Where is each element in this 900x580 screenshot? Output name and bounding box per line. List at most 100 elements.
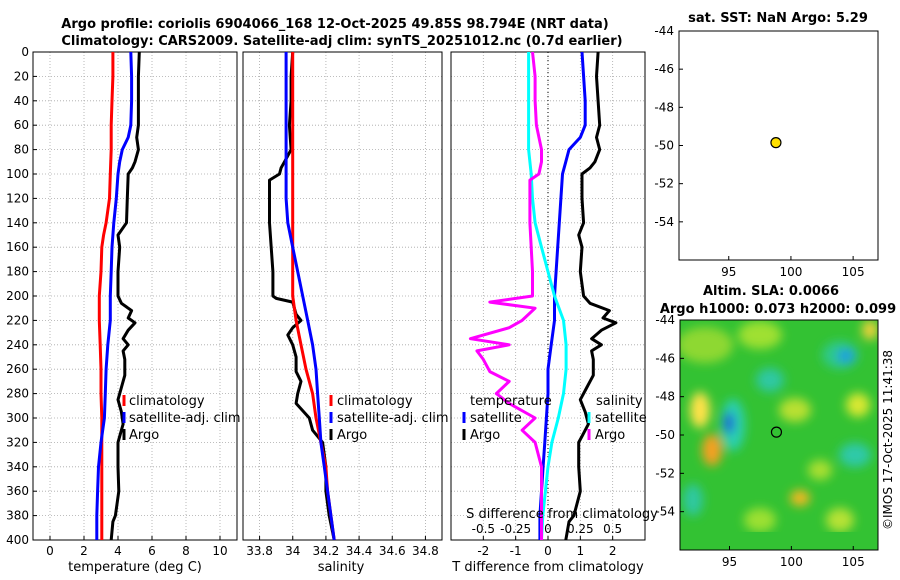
sla-anomaly xyxy=(846,393,870,417)
argo-location-marker xyxy=(770,137,782,149)
map-x-tick-label: 105 xyxy=(842,265,865,279)
depth-tick-label: 20 xyxy=(14,69,29,83)
map-x-tick-label: 95 xyxy=(722,555,737,569)
series-line-climatology xyxy=(97,52,115,540)
s-diff-tick-label: -0.25 xyxy=(500,522,531,536)
depth-tick-label: 400 xyxy=(6,533,29,547)
sla-anomaly xyxy=(837,349,855,363)
sla-map-panel: Altim. SLA: 0.0066 Argo h1000: 0.073 h20… xyxy=(655,284,896,569)
depth-tick-label: 160 xyxy=(6,240,29,254)
x-tick-label: 34 xyxy=(285,544,300,558)
difference-xlabel-s: S difference from climatology xyxy=(466,507,658,522)
map-y-tick-label: -50 xyxy=(654,139,674,153)
map-y-tick-label: -48 xyxy=(654,100,674,114)
figure-title-line1: Argo profile: coriolis 6904066_168 12-Oc… xyxy=(61,17,608,32)
sla-anomaly xyxy=(690,392,710,428)
depth-tick-label: 300 xyxy=(6,411,29,425)
sst-map-panel: sat. SST: NaN Argo: 5.29 95 100 105 -44 -46… xyxy=(654,11,879,279)
salinity-legend-satellite: satellite-adj. clim xyxy=(337,411,449,426)
x-tick-label: -1 xyxy=(510,544,522,558)
map-y-tick-label: -52 xyxy=(655,466,675,480)
map-x-tick-label: 105 xyxy=(842,555,865,569)
sla-anomaly xyxy=(862,320,878,340)
depth-tick-label: 40 xyxy=(14,94,29,108)
sla-field xyxy=(680,320,878,532)
x-tick-label: 34.4 xyxy=(346,544,373,558)
map-y-tick-label: -54 xyxy=(654,215,674,229)
series-line-t-satellite xyxy=(538,52,587,540)
sla-anomaly xyxy=(744,508,776,532)
temperature-panel: 0204060801001201401601802002202402602803… xyxy=(6,45,241,575)
difference-legend-s-argo: Argo xyxy=(595,428,625,443)
sla-anomaly xyxy=(790,490,810,506)
depth-tick-label: 360 xyxy=(6,484,29,498)
series-line-s-satellite xyxy=(527,52,568,540)
depth-tick-label: 380 xyxy=(6,509,29,523)
difference-legend-t: temperature satellite Argo xyxy=(462,394,552,443)
x-tick-label: 34.2 xyxy=(313,544,340,558)
sla-anomaly xyxy=(839,443,871,467)
difference-legend-s-title: salinity xyxy=(596,394,643,409)
sla-anomaly xyxy=(702,434,722,466)
depth-tick-label: 120 xyxy=(6,191,29,205)
temperature-legend-satellite: satellite-adj. clim xyxy=(129,411,241,426)
series-line-t-argo xyxy=(564,52,618,540)
depth-tick-label: 280 xyxy=(6,387,29,401)
argo-location-marker xyxy=(770,426,783,438)
difference-legend-t-satellite: satellite xyxy=(470,411,522,426)
temperature-legend-argo: Argo xyxy=(129,428,159,443)
x-tick-label: 33.8 xyxy=(246,544,273,558)
map-y-tick-label: -54 xyxy=(655,505,675,519)
difference-legend-s: salinity satellite Argo xyxy=(587,394,647,443)
sla-anomaly xyxy=(756,368,784,392)
x-tick-label: 34.6 xyxy=(379,544,406,558)
salinity-xlabel: salinity xyxy=(318,560,365,575)
map-y-tick-label: -44 xyxy=(655,313,675,327)
difference-xlabel-t: T difference from climatology xyxy=(451,560,644,575)
salinity-legend: climatology satellite-adj. clim Argo xyxy=(329,394,449,443)
x-tick-label: 2 xyxy=(80,544,88,558)
salinity-panel: 33.8 34 34.2 34.4 34.6 34.8 salinity climatol… xyxy=(242,51,449,575)
series-line-satellite-adj-clim xyxy=(95,52,134,540)
temperature-legend: climatology satellite-adj. clim Argo xyxy=(122,394,241,443)
sla-anomaly xyxy=(738,321,782,349)
series-line-satellite-adj-clim xyxy=(284,52,336,540)
x-tick-label: 6 xyxy=(148,544,156,558)
map-y-tick-label: -50 xyxy=(655,428,675,442)
x-tick-label: 8 xyxy=(182,544,190,558)
map-x-tick-label: 95 xyxy=(721,265,736,279)
series-line-argo xyxy=(109,52,141,540)
map-x-tick-label: 100 xyxy=(779,265,802,279)
sla-map-title: Altim. SLA: 0.0066 xyxy=(703,284,839,299)
depth-tick-label: 80 xyxy=(14,143,29,157)
map-y-tick-label: -46 xyxy=(655,351,675,365)
map-y-tick-label: -46 xyxy=(654,62,674,76)
salinity-legend-climatology: climatology xyxy=(337,394,413,409)
x-tick-label: 4 xyxy=(114,544,122,558)
depth-tick-label: 220 xyxy=(6,313,29,327)
s-diff-tick-label: 0.5 xyxy=(603,522,622,536)
salinity-legend-argo: Argo xyxy=(337,428,367,443)
difference-legend-t-title: temperature xyxy=(470,394,552,409)
depth-tick-label: 240 xyxy=(6,338,29,352)
map-x-tick-label: 100 xyxy=(780,555,803,569)
x-tick-label: 0 xyxy=(46,544,54,558)
depth-tick-label: 260 xyxy=(6,362,29,376)
s-diff-tick-label: -0.5 xyxy=(472,522,495,536)
map-y-tick-label: -48 xyxy=(655,390,675,404)
x-tick-label: 10 xyxy=(212,544,227,558)
temperature-xlabel: temperature (deg C) xyxy=(68,560,202,575)
sla-anomaly xyxy=(808,460,832,480)
map-y-tick-label: -44 xyxy=(654,24,674,38)
difference-legend-t-argo: Argo xyxy=(470,428,500,443)
sla-map-subtitle: Argo h1000: 0.073 h2000: 0.099 xyxy=(660,302,896,317)
x-tick-label: 1 xyxy=(577,544,585,558)
imos-watermark: ©IMOS 17-Oct-2025 11:41:38 xyxy=(881,350,895,530)
sla-anomaly xyxy=(826,508,854,532)
depth-tick-label: 180 xyxy=(6,265,29,279)
sla-anomaly xyxy=(683,484,703,516)
depth-tick-label: 60 xyxy=(14,118,29,132)
depth-tick-label: 320 xyxy=(6,435,29,449)
difference-panel: -2 -1 0 1 2 -0.5 -0.25 0 0.25 0.5 T difference f… xyxy=(450,51,658,575)
